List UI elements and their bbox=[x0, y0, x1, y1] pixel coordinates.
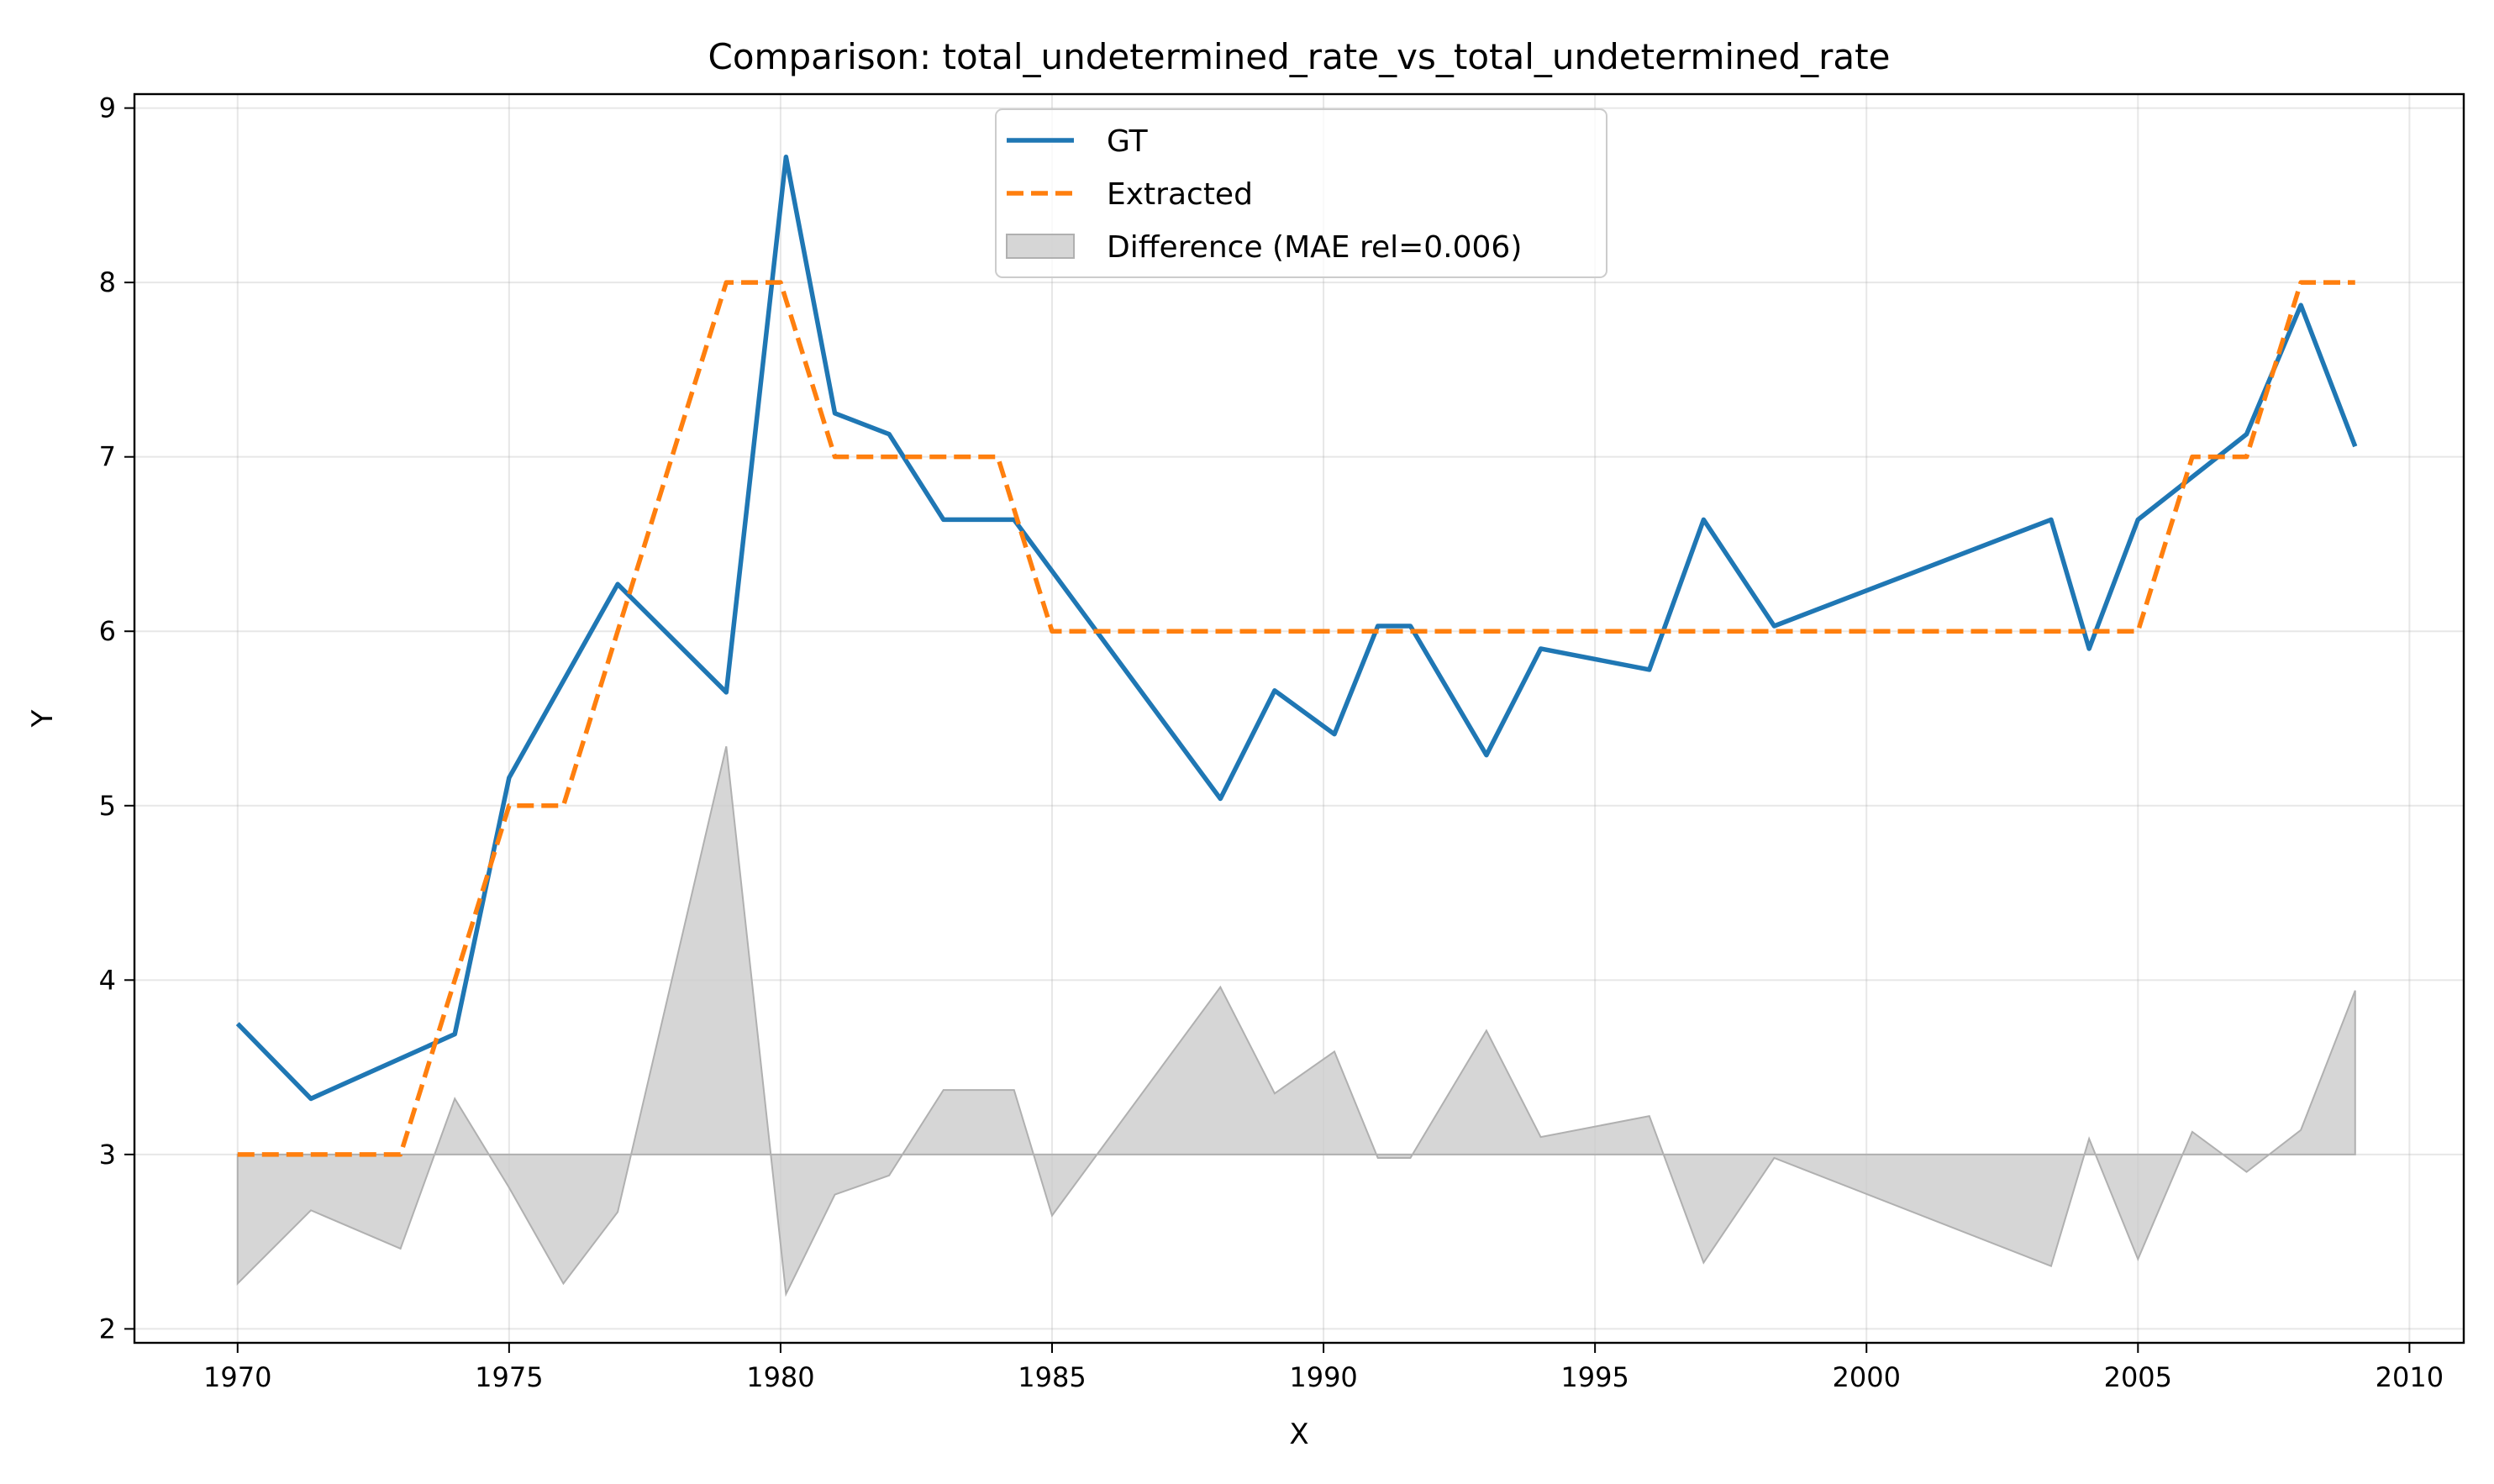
legend: GT Extracted Difference (MAE rel=0.006) bbox=[995, 108, 1607, 278]
x-tick-label: 1970 bbox=[203, 1361, 271, 1393]
tick-layer: 1970 1975 1980 1985 1990 1995 2000 2005 2010 2 3 4 5… bbox=[99, 92, 2444, 1393]
x-tick-label: 1985 bbox=[1018, 1361, 1086, 1393]
series-layer bbox=[235, 154, 2358, 1157]
x-tick-label: 2000 bbox=[1833, 1361, 1901, 1393]
legend-swatch-difference bbox=[1006, 234, 1075, 259]
y-tick-label: 7 bbox=[99, 441, 116, 473]
x-tick-label: 2005 bbox=[2104, 1361, 2172, 1393]
legend-label: Difference (MAE rel=0.006) bbox=[1107, 230, 1522, 265]
legend-label: GT bbox=[1107, 124, 1149, 159]
extracted-series-line bbox=[237, 280, 2355, 1157]
x-tick-label: 2010 bbox=[2376, 1361, 2444, 1393]
x-tick-label: 1990 bbox=[1289, 1361, 1357, 1393]
y-tick-label: 2 bbox=[99, 1313, 116, 1345]
plot-frame bbox=[133, 92, 2465, 1345]
y-tick-label: 5 bbox=[99, 790, 116, 822]
y-tick-label: 8 bbox=[99, 266, 116, 298]
x-axis-label: X bbox=[1289, 1418, 1308, 1451]
y-tick-label: 4 bbox=[99, 964, 116, 996]
y-tick-label: 9 bbox=[99, 92, 116, 124]
legend-box bbox=[995, 108, 1607, 278]
x-tick-label: 1995 bbox=[1560, 1361, 1628, 1393]
x-tick-label: 1975 bbox=[475, 1361, 543, 1393]
legend-label: Extracted bbox=[1107, 177, 1253, 212]
y-tick-label: 6 bbox=[99, 615, 116, 647]
y-axis-label: Y bbox=[26, 709, 60, 728]
y-tick-label: 3 bbox=[99, 1139, 116, 1171]
difference-area bbox=[236, 745, 2356, 1297]
difference-layer bbox=[236, 745, 2356, 1297]
x-tick-label: 1980 bbox=[746, 1361, 814, 1393]
gt-series-line bbox=[235, 154, 2358, 1102]
chart-title: Comparison: total_undetermined_rate_vs_t… bbox=[708, 36, 1891, 77]
